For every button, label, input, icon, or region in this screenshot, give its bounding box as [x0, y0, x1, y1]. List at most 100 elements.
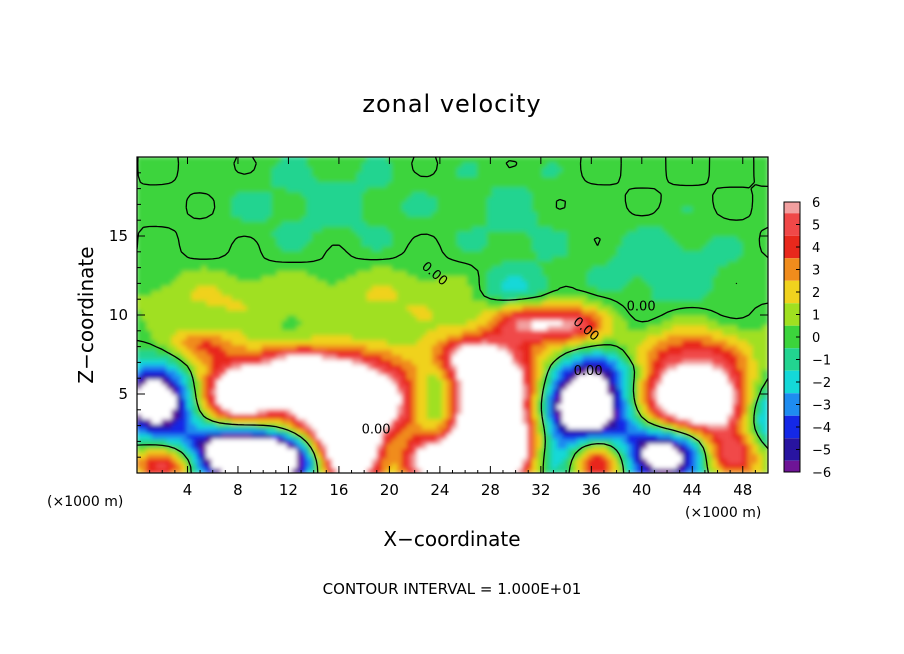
- heatmap-cell: [176, 265, 183, 272]
- heatmap-cell: [406, 186, 414, 193]
- heatmap-cell: [351, 427, 358, 435]
- heatmap-cell: [476, 363, 484, 370]
- heatmap-cell: [306, 339, 313, 346]
- heatmap-cell: [196, 423, 203, 430]
- heatmap-cell: [517, 452, 524, 459]
- heatmap-cell: [441, 274, 449, 282]
- heatmap-cell: [146, 348, 153, 356]
- heatmap-cell: [401, 225, 409, 232]
- heatmap-cell: [376, 378, 383, 385]
- heatmap-cell: [486, 393, 494, 400]
- heatmap-cell: [301, 240, 308, 247]
- heatmap-cell: [371, 324, 378, 331]
- heatmap-cell: [401, 383, 409, 390]
- heatmap-cell: [137, 220, 143, 227]
- heatmap-cell: [226, 269, 233, 277]
- heatmap-cell: [311, 205, 318, 212]
- heatmap-cell: [216, 418, 223, 425]
- heatmap-cell: [331, 423, 338, 430]
- heatmap-cell: [176, 215, 183, 222]
- heatmap-cell: [491, 269, 499, 277]
- heatmap-cell: [356, 190, 363, 198]
- heatmap-cell: [241, 373, 248, 380]
- heatmap-cell: [151, 157, 158, 163]
- heatmap-cell: [246, 393, 253, 400]
- heatmap-cell: [366, 225, 373, 232]
- heatmap-cell: [236, 319, 243, 326]
- heatmap-cell: [161, 240, 168, 247]
- heatmap-cell: [341, 329, 348, 336]
- heatmap-cell: [441, 324, 449, 331]
- heatmap-cell: [146, 418, 153, 425]
- heatmap-cell: [221, 294, 228, 301]
- heatmap-cell: [301, 447, 308, 454]
- heatmap-cell: [141, 408, 148, 415]
- heatmap-cell: [331, 284, 338, 291]
- heatmap-cell: [486, 358, 494, 365]
- heatmap-cell: [416, 289, 424, 296]
- heatmap-cell: [166, 309, 173, 316]
- heatmap-cell: [191, 166, 198, 173]
- heatmap-cell: [291, 289, 298, 296]
- heatmap-cell: [356, 368, 363, 375]
- heatmap-cell: [171, 427, 178, 435]
- heatmap-cell: [137, 225, 143, 232]
- heatmap-cell: [506, 255, 514, 262]
- heatmap-cell: [426, 329, 434, 336]
- heatmap-cell: [326, 274, 333, 282]
- heatmap-cell: [501, 373, 509, 380]
- heatmap-cell: [401, 413, 409, 420]
- heatmap-cell: [321, 240, 328, 247]
- heatmap-cell: [201, 393, 208, 400]
- heatmap-cell: [271, 418, 278, 425]
- heatmap-cell: [441, 368, 449, 375]
- heatmap-cell: [491, 279, 499, 286]
- heatmap-cell: [411, 442, 419, 449]
- heatmap-cell: [356, 230, 363, 237]
- heatmap-cell: [446, 368, 454, 375]
- heatmap-cell: [431, 245, 439, 252]
- heatmap-cell: [441, 432, 449, 440]
- heatmap-cell: [286, 378, 293, 385]
- heatmap-cell: [296, 190, 303, 198]
- heatmap-cell: [336, 171, 343, 178]
- heatmap-cell: [186, 176, 193, 183]
- heatmap-cell: [366, 190, 373, 198]
- heatmap-cell: [496, 452, 504, 459]
- heatmap-cell: [456, 235, 464, 242]
- heatmap-cell: [306, 388, 313, 395]
- heatmap-cell: [351, 388, 358, 395]
- heatmap-cell: [386, 373, 394, 380]
- heatmap-cell: [137, 190, 143, 198]
- heatmap-cell: [481, 240, 489, 247]
- heatmap-cell: [246, 408, 253, 415]
- heatmap-cell: [196, 388, 203, 395]
- heatmap-cell: [321, 432, 328, 440]
- heatmap-cell: [471, 423, 479, 430]
- heatmap-cell: [231, 274, 238, 282]
- heatmap-cell: [191, 230, 198, 237]
- heatmap-cell: [396, 319, 404, 326]
- heatmap-cell: [466, 457, 474, 464]
- heatmap-cell: [151, 269, 158, 277]
- heatmap-cell: [416, 427, 424, 435]
- heatmap-cell: [226, 195, 233, 203]
- heatmap-cell: [146, 279, 153, 286]
- heatmap-cell: [171, 225, 178, 232]
- heatmap-cell: [506, 319, 514, 326]
- heatmap-cell: [261, 274, 268, 282]
- heatmap-cell: [316, 353, 323, 361]
- heatmap-cell: [141, 309, 148, 316]
- heatmap-cell: [316, 348, 323, 356]
- heatmap-cell: [391, 195, 399, 203]
- heatmap-cell: [211, 437, 218, 444]
- heatmap-cell: [331, 161, 338, 168]
- heatmap-cell: [281, 462, 288, 469]
- heatmap-cell: [396, 299, 404, 306]
- heatmap-cell: [506, 294, 514, 301]
- heatmap-cell: [241, 437, 248, 444]
- heatmap-cell: [306, 398, 313, 405]
- heatmap-cell: [166, 166, 173, 173]
- heatmap-cell: [286, 181, 293, 188]
- heatmap-cell: [416, 279, 424, 286]
